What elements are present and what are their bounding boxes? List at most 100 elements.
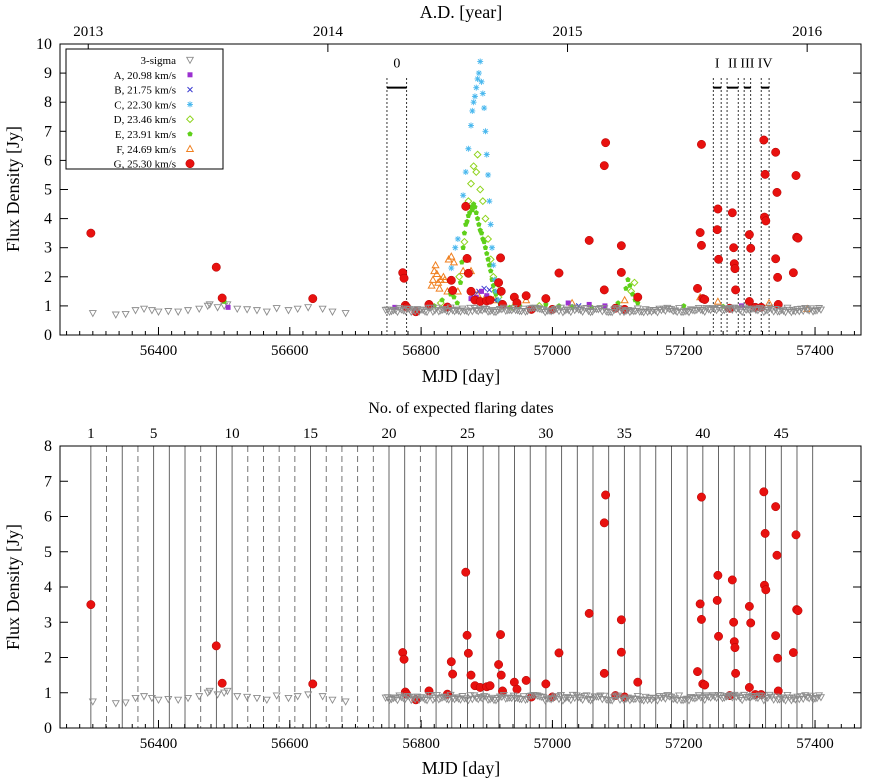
data-point <box>675 305 684 313</box>
data-points <box>86 58 826 319</box>
data-point <box>788 268 798 278</box>
data-point <box>183 307 193 315</box>
data-point <box>521 308 530 316</box>
data-point <box>809 308 818 316</box>
data-point <box>712 595 722 605</box>
data-point <box>422 308 432 317</box>
data-point <box>431 260 440 269</box>
data-point <box>454 307 463 315</box>
x-tick-label: 56400 <box>140 736 178 752</box>
data-point <box>545 695 554 703</box>
data-point <box>727 575 737 585</box>
data-point <box>541 309 550 317</box>
data-point <box>293 305 302 314</box>
y-axis-label: Flux Density [Jy] <box>3 524 23 650</box>
data-point <box>772 187 782 197</box>
data-point <box>545 307 554 315</box>
data-point <box>586 309 595 317</box>
data-point <box>328 696 337 705</box>
data-point <box>521 675 531 685</box>
legend-marker <box>185 159 195 169</box>
data-point <box>463 648 473 658</box>
data-point <box>704 306 713 314</box>
x-tick-label: 57000 <box>534 343 572 359</box>
data-point <box>444 308 453 316</box>
legend-label: E, 23.91 km/s <box>115 129 176 141</box>
data-point <box>88 698 97 706</box>
data-point <box>174 696 183 705</box>
data-point <box>472 204 478 210</box>
data-point <box>549 307 558 315</box>
data-point <box>773 272 783 282</box>
legend-marker <box>185 115 195 124</box>
data-point <box>473 150 482 159</box>
data-point <box>793 233 803 243</box>
data-point <box>554 268 564 278</box>
data-point <box>430 266 439 275</box>
x-tick-label: 56400 <box>140 343 178 359</box>
y-tick-label: 6 <box>44 509 52 526</box>
y-tick-label: 4 <box>44 579 52 596</box>
data-point <box>481 105 488 112</box>
data-point <box>599 518 609 528</box>
data-point <box>262 696 271 705</box>
data-point <box>442 307 451 316</box>
data-point <box>552 305 562 314</box>
x-tick-label: 56600 <box>271 343 309 359</box>
data-point <box>793 306 802 314</box>
data-point <box>243 306 252 314</box>
data-point <box>399 307 408 315</box>
data-point <box>616 615 626 625</box>
data-point <box>744 306 753 314</box>
data-point <box>696 694 705 702</box>
y-tick-label: 7 <box>44 123 52 140</box>
data-point <box>341 310 350 318</box>
data-point <box>442 695 451 704</box>
x-axis-label: MJD [day] <box>422 758 501 778</box>
data-point <box>659 305 668 314</box>
data-point <box>527 305 536 313</box>
plot-frame <box>59 445 862 729</box>
data-point <box>801 304 810 313</box>
data-point <box>679 308 688 317</box>
data-point <box>698 695 707 703</box>
data-point <box>791 171 801 180</box>
data-point <box>476 221 482 227</box>
data-point <box>765 691 774 700</box>
x-tick-label: 57400 <box>796 343 834 359</box>
data-point <box>525 693 534 701</box>
data-point <box>440 275 449 283</box>
top-tick-label: 30 <box>538 426 553 442</box>
data-point <box>464 696 473 705</box>
data-point <box>88 310 97 318</box>
data-point <box>448 286 458 295</box>
data-point <box>493 307 502 315</box>
data-point <box>487 694 497 703</box>
data-point <box>86 600 96 610</box>
data-point <box>341 698 350 706</box>
data-points <box>86 487 826 708</box>
data-point <box>729 243 739 253</box>
data-point <box>761 585 771 595</box>
data-point <box>541 294 551 304</box>
data-point <box>521 696 530 704</box>
data-point <box>710 306 719 314</box>
data-point <box>781 309 790 317</box>
y-tick-label: 0 <box>44 720 52 737</box>
data-point <box>473 210 479 215</box>
data-point <box>527 692 536 700</box>
data-point <box>492 288 499 295</box>
data-point <box>501 695 510 703</box>
data-point <box>803 306 812 314</box>
data-point <box>428 275 438 283</box>
data-point <box>460 192 467 199</box>
x-axis-label: MJD [day] <box>422 366 501 386</box>
y-tick-label: 0 <box>44 327 52 344</box>
data-point <box>793 606 803 616</box>
top-tick-label: 35 <box>617 426 632 442</box>
data-point <box>432 304 441 313</box>
data-point <box>121 310 130 319</box>
data-point <box>765 304 774 312</box>
data-point <box>566 696 575 705</box>
top-tick-label: 10 <box>225 426 240 442</box>
